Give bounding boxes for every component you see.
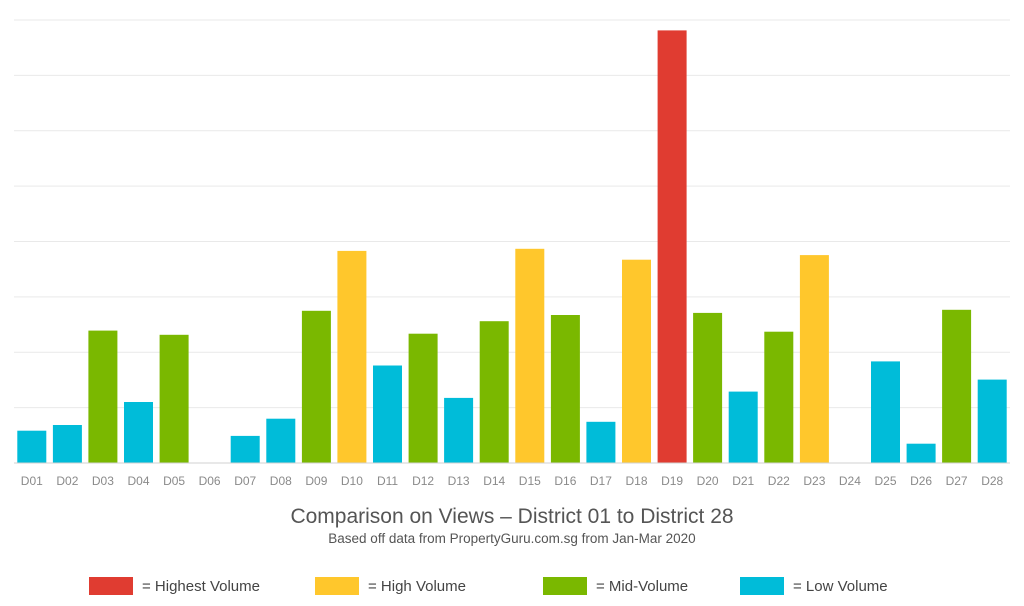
x-tick-label-d04: D04 — [127, 474, 149, 488]
x-tick-label-d13: D13 — [448, 474, 470, 488]
bar-d02 — [52, 425, 82, 463]
x-tick-label-d18: D18 — [625, 474, 647, 488]
bar-d07 — [230, 435, 260, 463]
x-tick-label-d25: D25 — [874, 474, 896, 488]
chart-title: Comparison on Views – District 01 to Dis… — [290, 505, 733, 528]
bar-d26 — [906, 443, 936, 463]
x-tick-label-d02: D02 — [56, 474, 78, 488]
bar-d22 — [764, 331, 794, 463]
legend-swatch-low — [740, 577, 784, 595]
bar-d10 — [337, 250, 367, 463]
bar-d01 — [17, 430, 47, 463]
legend-swatch-mid — [543, 577, 587, 595]
x-tick-label-d17: D17 — [590, 474, 612, 488]
bar-d20 — [693, 312, 723, 463]
x-tick-label-d03: D03 — [92, 474, 114, 488]
x-tick-label-d01: D01 — [21, 474, 43, 488]
legend: = Highest Volume = High Volume = Mid-Volum… — [89, 577, 888, 595]
legend-label-mid: = Mid-Volume — [596, 578, 688, 595]
bar-d04 — [124, 402, 153, 463]
x-tick-label-d07: D07 — [234, 474, 256, 488]
x-tick-label-d26: D26 — [910, 474, 932, 488]
x-tick-label-d21: D21 — [732, 474, 754, 488]
x-tick-label-d27: D27 — [946, 474, 968, 488]
x-tick-labels: D01 D02 D03 D04 D05 D06 D07 D08 D09 D10 D11 D12 D13 D… — [21, 474, 1004, 488]
x-tick-label-d06: D06 — [199, 474, 221, 488]
bar-d11 — [373, 365, 402, 463]
x-tick-label-d22: D22 — [768, 474, 790, 488]
bar-d09 — [301, 310, 331, 463]
legend-label-high: = High Volume — [368, 578, 466, 595]
bar-d16 — [550, 315, 580, 463]
bar-d15 — [515, 248, 545, 463]
x-tick-label-d12: D12 — [412, 474, 434, 488]
x-tick-label-d08: D08 — [270, 474, 292, 488]
legend-label-highest: = Highest Volume — [142, 578, 260, 595]
x-tick-label-d15: D15 — [519, 474, 541, 488]
bar-d03 — [88, 330, 118, 463]
x-tick-label-d20: D20 — [697, 474, 719, 488]
bar-d19 — [657, 30, 687, 464]
x-tick-label-d05: D05 — [163, 474, 185, 488]
x-tick-label-d28: D28 — [981, 474, 1003, 488]
x-tick-label-d09: D09 — [305, 474, 327, 488]
x-tick-label-d16: D16 — [554, 474, 576, 488]
bar-d14 — [479, 321, 509, 463]
x-tick-label-d10: D10 — [341, 474, 363, 488]
bar-d13 — [444, 397, 474, 463]
bar-d08 — [266, 418, 296, 463]
legend-label-low: = Low Volume — [793, 578, 888, 595]
bar-d21 — [728, 391, 758, 463]
bar-d12 — [408, 333, 438, 463]
x-tick-label-d11: D11 — [377, 474, 398, 488]
x-tick-label-d19: D19 — [661, 474, 683, 488]
bar-d25 — [871, 361, 900, 463]
x-tick-label-d24: D24 — [839, 474, 861, 488]
bars — [17, 30, 1007, 464]
legend-swatch-highest — [89, 577, 133, 595]
x-tick-label-d14: D14 — [483, 474, 505, 488]
chart-subtitle: Based off data from PropertyGuru.com.sg … — [328, 531, 695, 546]
x-tick-label-d23: D23 — [803, 474, 825, 488]
bar-d23 — [799, 255, 829, 463]
bar-d18 — [622, 259, 651, 463]
bar-d17 — [586, 421, 616, 463]
bar-d28 — [977, 379, 1007, 463]
legend-swatch-high — [315, 577, 359, 595]
bar-d27 — [942, 309, 972, 463]
bar-d05 — [159, 334, 189, 463]
